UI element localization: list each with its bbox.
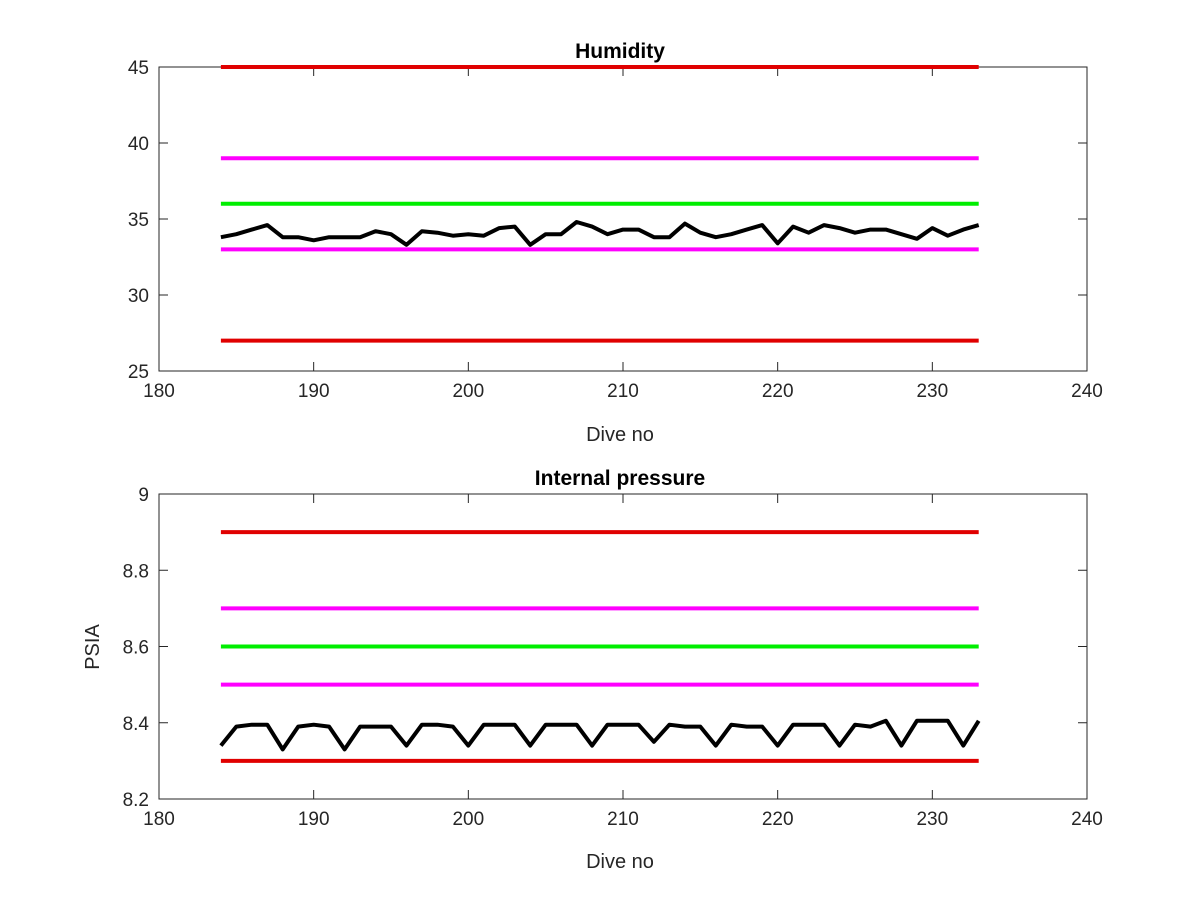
humidity-ticks: 180 190 200 210 220 230 240 25 30 35 40 45 xyxy=(128,58,1103,402)
humidity-plot-box xyxy=(158,66,1088,372)
pressure-x-tick-label: 220 xyxy=(762,809,794,830)
pressure-x-axis-label: Dive no xyxy=(586,851,654,873)
humidity-y-tick-label: 30 xyxy=(128,286,149,307)
humidity-x-tick-label: 180 xyxy=(143,381,175,402)
humidity-x-tick-label: 240 xyxy=(1071,381,1103,402)
humidity-x-axis-label: Dive no xyxy=(586,424,654,446)
pressure-x-tick-label: 180 xyxy=(143,809,175,830)
pressure-y-axis-label: PSIA xyxy=(82,624,104,670)
humidity-y-tick-label: 45 xyxy=(128,58,149,79)
humidity-y-tick-label: 25 xyxy=(128,362,149,383)
pressure-axes: 180 190 200 210 220 230 240 8.2 8.4 8.6 8.8 9 Inter… xyxy=(82,467,1103,873)
pressure-x-tick-label: 200 xyxy=(452,809,484,830)
humidity-series xyxy=(220,65,980,343)
pressure-y-tick-label: 8.2 xyxy=(123,790,149,811)
pressure-title: Internal pressure xyxy=(535,467,705,490)
pressure-x-tick-label: 230 xyxy=(916,809,948,830)
humidity-data-line xyxy=(220,220,980,247)
pressure-series xyxy=(219,530,981,763)
humidity-x-tick-label: 230 xyxy=(916,381,948,402)
humidity-axes: 180 190 200 210 220 230 240 25 30 35 40 45 Humidity… xyxy=(128,40,1103,446)
humidity-x-tick-label: 220 xyxy=(762,381,794,402)
pressure-y-tick-label: 8.4 xyxy=(123,714,150,735)
humidity-y-tick-label: 35 xyxy=(128,210,149,231)
pressure-y-tick-label: 8.8 xyxy=(123,561,149,582)
pressure-x-tick-label: 190 xyxy=(298,809,330,830)
humidity-x-tick-label: 190 xyxy=(298,381,330,402)
pressure-x-tick-label: 210 xyxy=(607,809,639,830)
pressure-y-tick-label: 9 xyxy=(138,485,149,506)
humidity-title: Humidity xyxy=(575,40,665,63)
humidity-x-tick-label: 200 xyxy=(452,381,484,402)
pressure-data-line xyxy=(219,718,981,752)
pressure-y-tick-label: 8.6 xyxy=(123,638,149,659)
humidity-y-tick-label: 40 xyxy=(128,134,149,155)
pressure-x-tick-label: 240 xyxy=(1071,809,1103,830)
humidity-x-tick-label: 210 xyxy=(607,381,639,402)
pressure-ticks: 180 190 200 210 220 230 240 8.2 8.4 8.6 8.8 9 xyxy=(123,485,1103,830)
